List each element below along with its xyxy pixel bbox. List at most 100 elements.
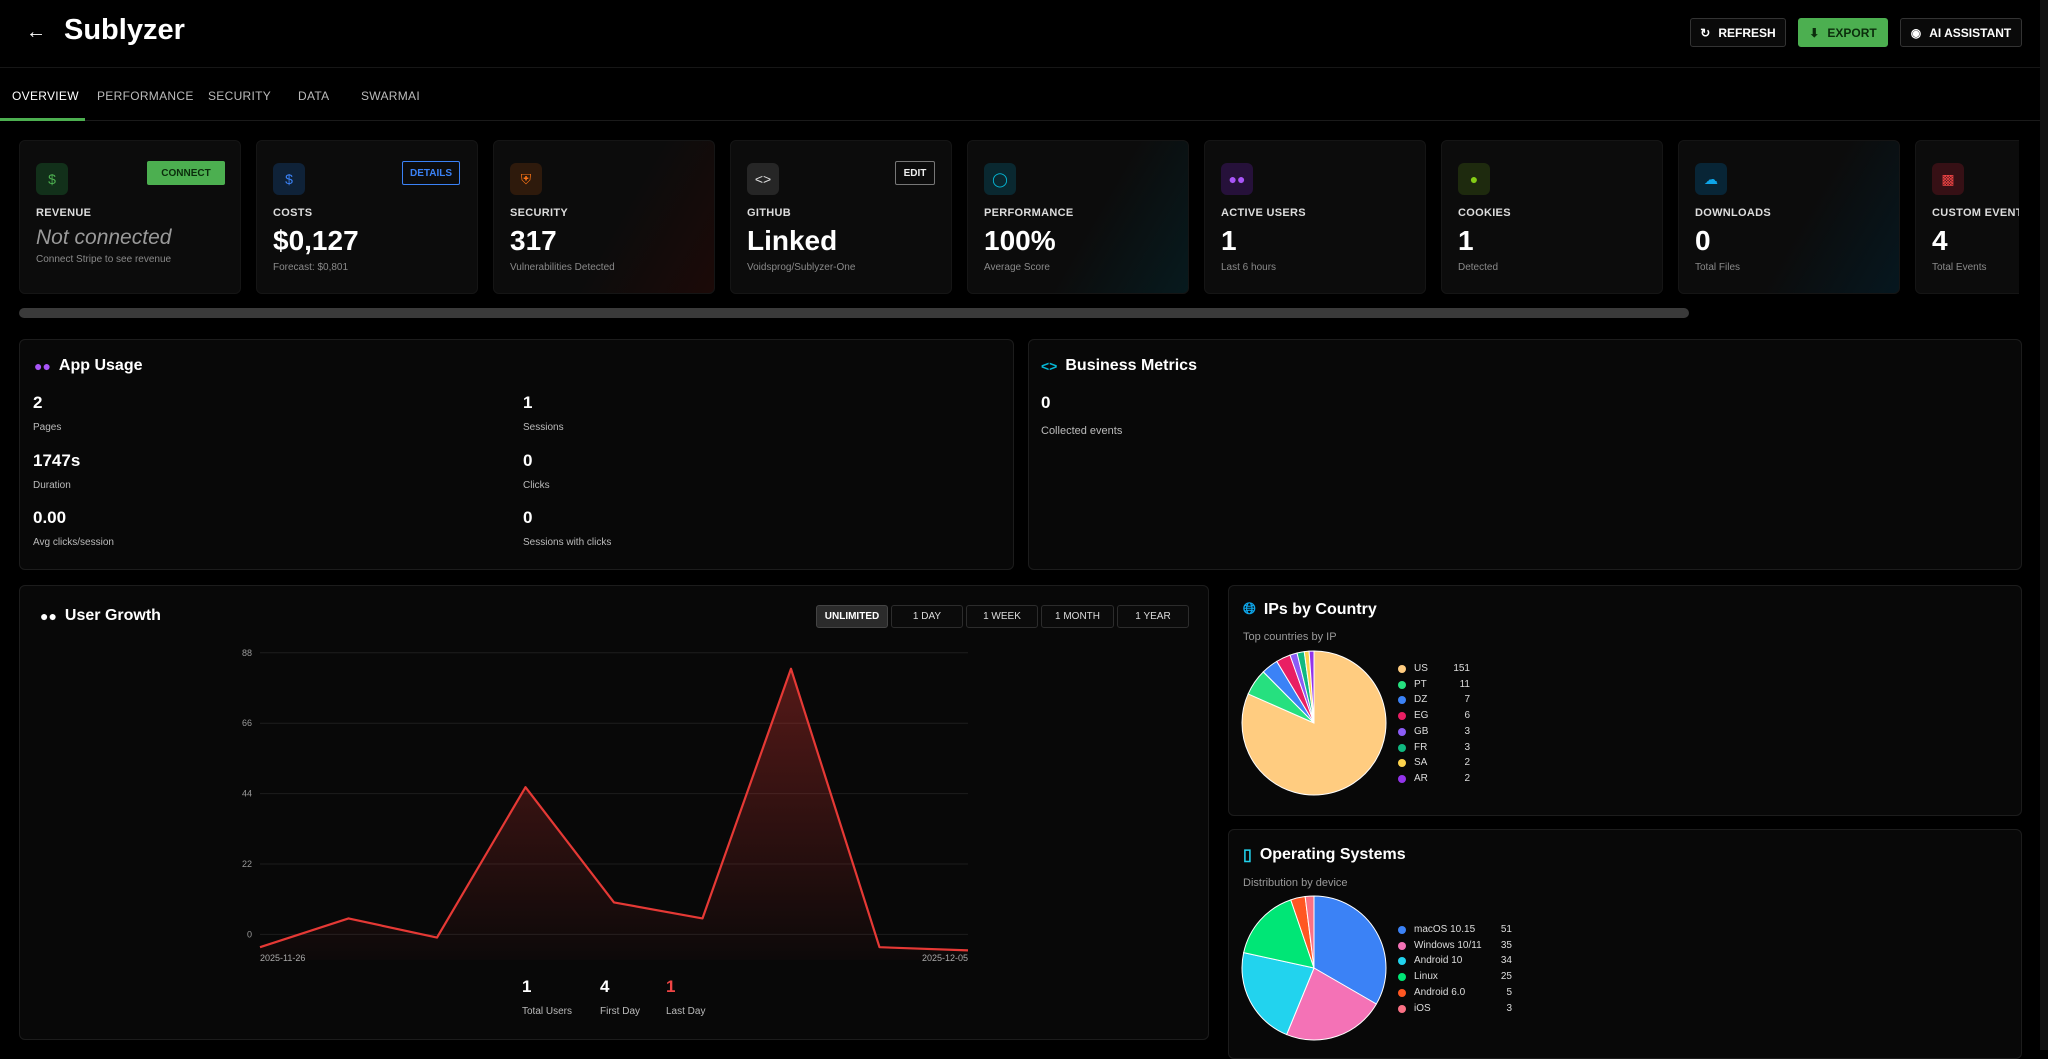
range-1-year[interactable]: 1 YEAR (1117, 605, 1189, 628)
y-tick-label: 44 (242, 789, 252, 799)
range-unlimited[interactable]: UNLIMITED (816, 605, 888, 628)
os-legend-dot (1398, 957, 1406, 966)
card-cookies[interactable]: ● COOKIES 1 Detected (1441, 140, 1663, 294)
users-icon: ●● (40, 608, 57, 624)
os-legend-value: 5 (1506, 986, 1512, 998)
os-legend-label[interactable]: macOS 10.15 (1414, 924, 1476, 935)
operating-systems-title: Operating Systems (1259, 846, 1406, 863)
card-security[interactable]: ⛨ SECURITY 317 Vulnerabilities Detected (493, 140, 715, 294)
first-day-label: First Day (600, 1006, 640, 1017)
refresh-button[interactable]: ↻ REFRESH (1690, 18, 1786, 47)
country-legend-dot (1398, 759, 1406, 768)
tab-swarmai[interactable]: SWARMAI (361, 89, 420, 103)
card-active-users[interactable]: ●● ACTIVE USERS 1 Last 6 hours (1204, 140, 1426, 294)
country-legend-label[interactable]: GB (1414, 725, 1429, 737)
os-legend-value: 34 (1500, 955, 1512, 967)
tab-security[interactable]: SECURITY (208, 89, 272, 103)
country-legend-dot (1398, 665, 1406, 673)
user-growth-title: User Growth (64, 607, 161, 624)
users-icon: ●● (34, 358, 51, 374)
connect-button[interactable]: CONNECT (147, 161, 225, 185)
business-metrics-title: Business Metrics (1065, 357, 1197, 374)
edit-button[interactable]: EDIT (895, 161, 935, 185)
os-legend-dot (1398, 941, 1406, 950)
range-1-day[interactable]: 1 DAY (891, 605, 963, 628)
country-legend-dot (1398, 712, 1406, 721)
y-tick-label: 22 (242, 859, 252, 869)
card-github[interactable]: <> EDIT GITHUB Linked Voidsprog/Sublyzer… (730, 140, 952, 294)
country-legend-label[interactable]: FR (1414, 741, 1428, 753)
business-metrics-panel: <> Business Metrics 0 Collected events (1028, 339, 2022, 570)
os-legend-dot (1398, 1004, 1406, 1013)
download-icon: ⬇ (1809, 25, 1820, 40)
user-growth-panel: ●● User Growth (19, 585, 1209, 1040)
globe-icon: 🌐︎ (1243, 601, 1256, 618)
ips-by-country-title: IPs by Country (1263, 601, 1377, 618)
tab-performance[interactable]: PERFORMANCE (97, 89, 194, 103)
country-legend-label[interactable]: US (1414, 663, 1428, 674)
robot-icon: ◉ (1910, 25, 1922, 40)
country-legend-label[interactable]: SA (1414, 757, 1428, 769)
tab-data[interactable]: DATA (298, 89, 330, 103)
operating-systems-panel: ▯ Operating Systems Distribution by devi… (1228, 829, 2022, 1059)
code-icon: <> (1041, 358, 1058, 374)
card-downloads[interactable]: ☁ DOWNLOADS 0 Total Files (1678, 140, 1900, 294)
country-legend-label[interactable]: DZ (1414, 694, 1428, 706)
ai-assistant-button[interactable]: ◉ AI ASSISTANT (1900, 18, 2022, 47)
export-button[interactable]: ⬇ EXPORT (1798, 18, 1888, 47)
range-1-month[interactable]: 1 MONTH (1041, 605, 1114, 628)
country-legend-value: 2 (1464, 772, 1470, 784)
back-arrow-icon[interactable]: ← (26, 21, 46, 43)
tab-bar: OVERVIEW PERFORMANCE SECURITY DATA SWARM… (0, 69, 2048, 121)
last-day-value: 1 (666, 977, 676, 996)
os-legend-dot (1398, 973, 1406, 982)
country-legend-value: 6 (1464, 710, 1470, 722)
app-title: Sublyzer (64, 14, 185, 46)
tab-overview[interactable]: OVERVIEW (12, 89, 79, 103)
card-revenue[interactable]: $ CONNECT REVENUE Not connected Connect … (19, 140, 241, 294)
country-legend-dot (1398, 680, 1406, 689)
country-legend-label[interactable]: PT (1414, 678, 1427, 690)
os-legend-value: 35 (1500, 939, 1512, 951)
range-1-week[interactable]: 1 WEEK (966, 605, 1038, 628)
growth-line (259, 667, 969, 952)
card-custom-events[interactable]: ▩ CUSTOM EVENTS 4 Total Events (1915, 140, 2019, 294)
country-legend-label[interactable]: AR (1414, 772, 1428, 784)
code-icon: <> (747, 163, 779, 195)
os-legend-value: 3 (1506, 1002, 1512, 1014)
y-tick-label: 88 (242, 648, 252, 658)
total-users-label: Total Users (522, 1006, 573, 1017)
os-legend-value: 51 (1500, 924, 1512, 935)
page-vertical-scrollbar[interactable] (2040, 0, 2048, 1050)
card-costs[interactable]: $ DETAILS COSTS $0,127 Forecast: $0,801 (256, 140, 478, 294)
country-legend-value: 7 (1464, 694, 1470, 706)
y-tick-label: 66 (242, 718, 252, 728)
dollar-icon: $ (36, 163, 68, 195)
x-tick-label: 2025-11-26 (260, 953, 305, 963)
os-legend-label[interactable]: Linux (1414, 971, 1438, 983)
ips-by-country-panel: 🌐︎ IPs by Country Top countries by IP (1228, 585, 2022, 816)
os-legend-dot (1398, 988, 1406, 997)
cookie-icon: ● (1458, 163, 1490, 195)
country-legend-value: 11 (1459, 678, 1470, 690)
os-legend-label[interactable]: Windows 10/11 (1414, 939, 1482, 951)
chart-icon: ▩ (1932, 163, 1964, 195)
country-legend-value: 3 (1464, 725, 1470, 737)
country-legend-dot (1398, 743, 1406, 752)
os-legend-label[interactable]: Android 6.0 (1414, 986, 1466, 998)
x-tick-label: 2025-12-05 (922, 953, 968, 963)
users-icon: ●● (1221, 163, 1253, 195)
shield-icon: ⛨ (510, 163, 542, 195)
summary-cards: $ CONNECT REVENUE Not connected Connect … (19, 140, 2019, 296)
os-legend-label[interactable]: Android 10 (1414, 955, 1463, 967)
card-performance[interactable]: ◯ PERFORMANCE 100% Average Score (967, 140, 1189, 294)
details-button[interactable]: DETAILS (402, 161, 460, 185)
app-usage-panel: ●● App Usage 2 Pages 1 Sessions 1747s Du… (19, 339, 1014, 570)
country-legend-value: 151 (1453, 663, 1470, 674)
cards-horizontal-scrollbar[interactable] (19, 308, 1689, 318)
country-legend-dot (1398, 727, 1406, 736)
first-day-value: 4 (600, 977, 610, 996)
country-legend-label[interactable]: EG (1414, 710, 1429, 722)
os-legend-label[interactable]: iOS (1414, 1002, 1431, 1014)
